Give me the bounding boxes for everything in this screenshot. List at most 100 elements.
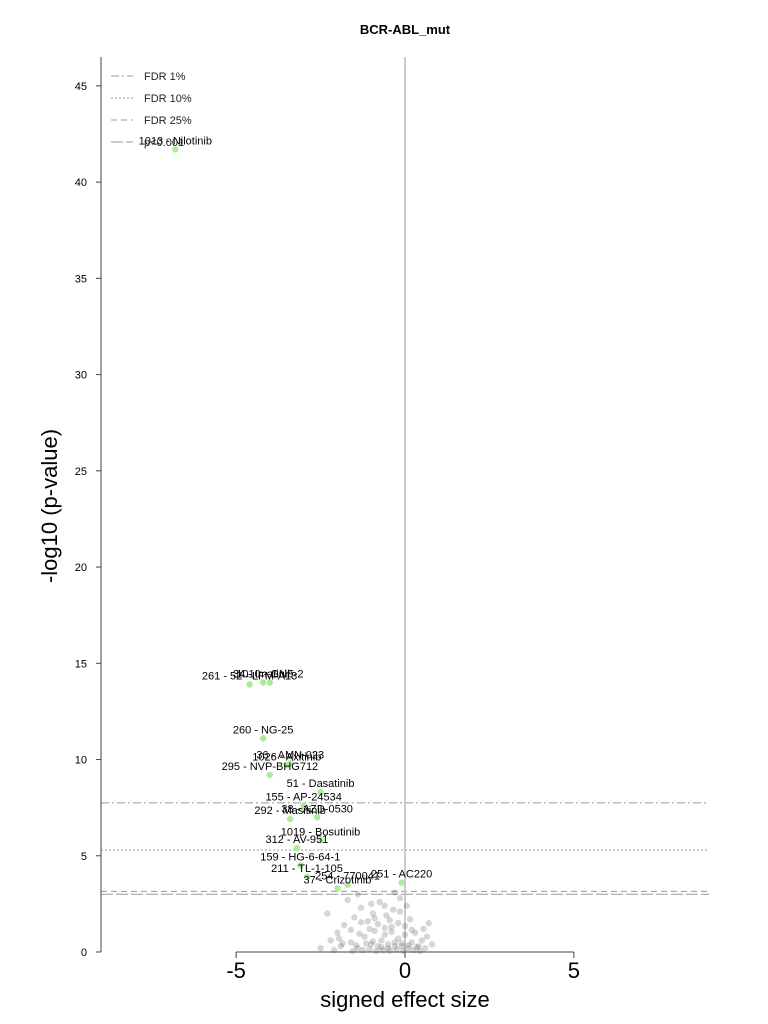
background-point xyxy=(391,889,399,896)
background-point xyxy=(420,925,427,933)
y-tick-label: 35 xyxy=(75,273,87,285)
point-label: 155 - AP-24534 xyxy=(265,792,341,804)
background-point xyxy=(395,935,402,942)
background-point xyxy=(381,902,388,910)
point-label: 1013 - Nilotinib xyxy=(139,135,212,147)
x-tick-label: 5 xyxy=(568,958,580,983)
background-point xyxy=(388,923,395,931)
background-point xyxy=(381,931,388,938)
y-tick-label: 40 xyxy=(75,177,87,189)
background-point xyxy=(383,912,390,919)
background-point xyxy=(391,939,399,946)
background-point xyxy=(371,927,378,935)
background-point xyxy=(398,940,405,947)
background-point xyxy=(344,896,351,904)
background-point xyxy=(347,939,355,946)
y-tick-label: 10 xyxy=(75,755,87,767)
chart-title: BCR-ABL_mut xyxy=(360,22,451,37)
background-point xyxy=(384,941,392,948)
y-tick-label: 45 xyxy=(75,81,87,93)
legend: FDR 1% FDR 10% FDR 25% p<0.001 xyxy=(111,71,192,149)
background-point xyxy=(369,910,377,917)
point-label: 1010 - GNF-2 xyxy=(236,669,303,681)
point-label: 159 - HG-6-64-1 xyxy=(260,851,340,863)
background-point xyxy=(374,943,382,950)
significant-point xyxy=(172,146,179,153)
background-point xyxy=(401,931,409,938)
background-point xyxy=(388,928,395,935)
background-point xyxy=(352,942,360,949)
background-point xyxy=(317,944,324,952)
background-point xyxy=(398,943,405,950)
significant-point xyxy=(334,885,341,892)
background-point xyxy=(354,944,361,952)
point-label: 1019 - Bosutinib xyxy=(281,826,361,838)
significant-point xyxy=(317,837,324,844)
x-tick-label: 0 xyxy=(399,958,411,983)
background-point xyxy=(347,926,355,934)
background-point xyxy=(408,926,415,934)
point-label: 260 - NG-25 xyxy=(233,724,294,736)
significant-point xyxy=(293,844,301,852)
point-label: 312 - AV-951 xyxy=(266,834,329,846)
point-label: 34 - Imatinib xyxy=(233,669,294,681)
background-point xyxy=(334,929,341,936)
legend-label: FDR 1% xyxy=(144,71,186,83)
y-tick-label: 30 xyxy=(75,370,87,382)
background-point xyxy=(369,938,377,945)
background-point xyxy=(378,943,385,951)
significant-point xyxy=(286,760,294,767)
point-label: 36 - AMN-023 xyxy=(256,749,324,761)
background-point xyxy=(378,937,385,944)
background-point xyxy=(413,943,421,951)
background-point xyxy=(368,941,375,948)
background-point xyxy=(417,947,424,955)
background-point xyxy=(415,943,422,950)
significant-points xyxy=(172,146,405,892)
background-point xyxy=(357,918,365,926)
background-point xyxy=(327,937,334,944)
y-tick-label: 15 xyxy=(75,658,87,670)
background-point xyxy=(351,914,358,921)
legend-label: FDR 10% xyxy=(144,93,192,105)
significant-point xyxy=(266,771,274,779)
background-point xyxy=(428,941,436,948)
background-point xyxy=(389,906,397,913)
background-points xyxy=(317,889,436,955)
background-point xyxy=(393,946,400,953)
significant-point xyxy=(259,735,267,742)
background-point xyxy=(395,919,402,927)
significant-point xyxy=(259,679,267,686)
background-point xyxy=(341,921,348,929)
significant-point xyxy=(300,802,307,809)
background-point xyxy=(349,947,356,955)
x-axis-title: signed effect size xyxy=(320,987,490,1012)
background-point xyxy=(386,947,393,954)
x-tick-label: -5 xyxy=(226,958,246,983)
background-point xyxy=(396,908,404,915)
background-point xyxy=(362,940,370,947)
background-point xyxy=(391,943,399,950)
point-label: 38 - AZD-0530 xyxy=(281,803,353,815)
background-point xyxy=(408,939,415,946)
y-tick-label: 20 xyxy=(75,562,87,574)
significant-point xyxy=(266,679,274,686)
point-label: 251 - AC220 xyxy=(371,869,432,881)
legend-label: FDR 25% xyxy=(144,115,192,127)
background-point xyxy=(400,947,407,955)
background-point xyxy=(386,917,393,924)
background-point xyxy=(401,922,409,930)
background-point xyxy=(356,930,363,937)
background-point xyxy=(406,916,414,923)
y-axis: 0 5 10 15 20 25 30 35 40 45 xyxy=(75,57,102,959)
legend-label: p<0.001 xyxy=(144,137,184,149)
y-axis-title: -log10 (p-value) xyxy=(37,429,62,583)
background-point xyxy=(381,924,388,932)
background-point xyxy=(411,929,419,936)
point-label: 211 - TL-1-105 xyxy=(271,863,343,875)
point-label: 292 - Masitinib xyxy=(254,805,326,817)
significant-point xyxy=(286,815,294,823)
background-point xyxy=(376,898,383,906)
